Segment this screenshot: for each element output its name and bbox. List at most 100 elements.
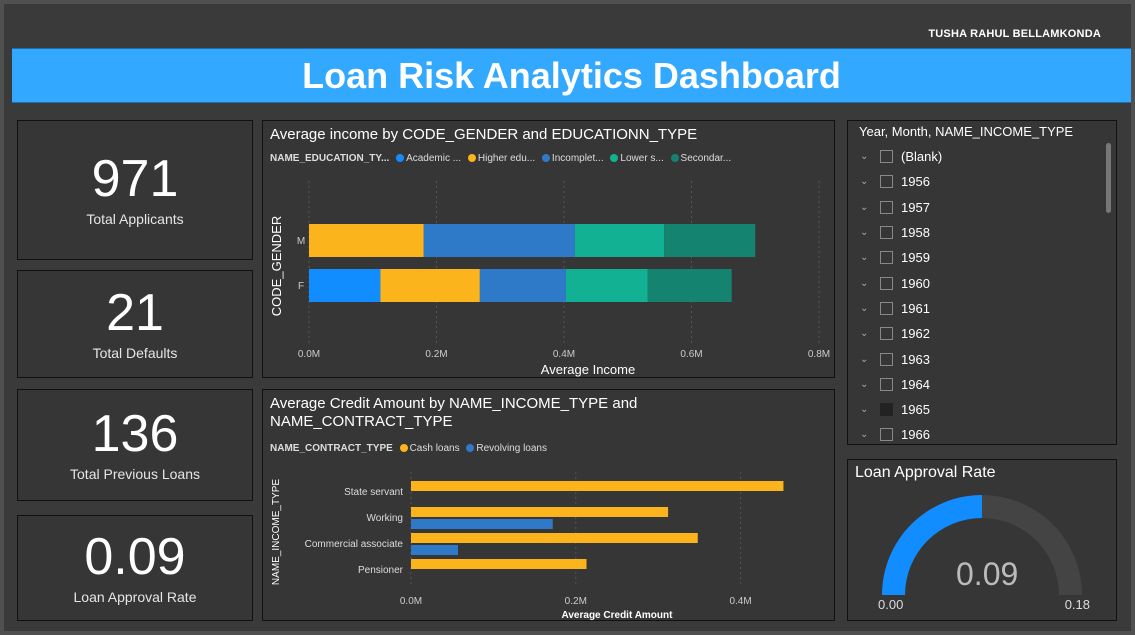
legend-title: NAME_CONTRACT_TYPE bbox=[270, 443, 393, 454]
legend-item[interactable]: Higher edu... bbox=[477, 153, 536, 164]
bar-segment bbox=[664, 224, 756, 257]
slicer-item[interactable]: ⌄ 1960 bbox=[860, 270, 1100, 295]
bar bbox=[411, 533, 698, 543]
gauge-fill bbox=[882, 495, 982, 595]
chevron-down-icon[interactable]: ⌄ bbox=[860, 176, 869, 188]
slicer-item[interactable]: ⌄ 1962 bbox=[860, 321, 1100, 346]
checkbox[interactable] bbox=[880, 150, 893, 164]
kpi-card-total-defaults[interactable]: 21 Total Defaults bbox=[17, 270, 253, 378]
chevron-down-icon[interactable]: ⌄ bbox=[860, 429, 869, 441]
x-axis-label: Average Credit Amount bbox=[562, 610, 674, 621]
legend-dot bbox=[467, 154, 476, 162]
chevron-down-icon[interactable]: ⌄ bbox=[860, 201, 869, 213]
chevron-down-icon[interactable]: ⌄ bbox=[860, 378, 869, 390]
legend-item[interactable]: Lower s... bbox=[620, 153, 664, 164]
y-tick-label: F bbox=[298, 281, 304, 292]
kpi-card-total-applicants[interactable]: 971 Total Applicants bbox=[17, 120, 253, 260]
legend-dot bbox=[399, 444, 408, 452]
x-tick-label: 0.8M bbox=[808, 349, 830, 360]
chevron-down-icon[interactable]: ⌄ bbox=[860, 227, 869, 239]
legend-item[interactable]: Revolving loans bbox=[476, 443, 547, 454]
x-tick-label: 0.2M bbox=[565, 596, 587, 607]
y-axis-label: CODE_GENDER bbox=[269, 216, 284, 316]
kpi-label: Total Defaults bbox=[92, 345, 178, 361]
slicer-item[interactable]: ⌄ 1961 bbox=[860, 296, 1100, 321]
income-legend: NAME_EDUCATION_TY... Academic ... Higher… bbox=[270, 153, 731, 164]
slicer-item[interactable]: ⌄ 1966 bbox=[860, 422, 1100, 447]
legend-dot bbox=[670, 154, 679, 162]
chart-title-line1: Average Credit Amount by NAME_INCOME_TYP… bbox=[270, 395, 638, 412]
chevron-down-icon[interactable]: ⌄ bbox=[860, 277, 869, 289]
checkbox[interactable] bbox=[880, 403, 893, 417]
y-tick-label: State servant bbox=[344, 487, 403, 498]
gauge-value: 0.09 bbox=[956, 556, 1019, 592]
slicer-header: Year, Month, NAME_INCOME_TYPE bbox=[859, 124, 1074, 139]
slicer-item[interactable]: ⌄ 1959 bbox=[860, 245, 1100, 270]
income-chart-panel[interactable]: Average income by CODE_GENDER and EDUCAT… bbox=[262, 120, 835, 378]
slicer-scrollbar[interactable] bbox=[1106, 143, 1111, 213]
slicer-item[interactable]: ⌄ 1956 bbox=[860, 169, 1100, 194]
slicer-item[interactable]: ⌄ 1963 bbox=[860, 346, 1100, 371]
legend-item[interactable]: Incomplet... bbox=[551, 153, 604, 164]
checkbox[interactable] bbox=[880, 226, 893, 240]
credit-legend: NAME_CONTRACT_TYPE Cash loans Revolving … bbox=[270, 443, 547, 454]
slicer-item-label: 1962 bbox=[901, 326, 930, 342]
slicer-item[interactable]: ⌄ 1957 bbox=[860, 195, 1100, 220]
bar-segment bbox=[380, 269, 480, 302]
checkbox[interactable] bbox=[880, 301, 893, 315]
checkbox[interactable] bbox=[880, 276, 893, 290]
checkbox[interactable] bbox=[880, 251, 893, 265]
gauge-chart bbox=[882, 495, 1082, 595]
slicer-item[interactable]: ⌄ 1958 bbox=[860, 220, 1100, 245]
legend-item[interactable]: Academic ... bbox=[406, 153, 462, 164]
y-tick-label: Working bbox=[367, 513, 404, 524]
kpi-card-loan-approval-rate[interactable]: 0.09 Loan Approval Rate bbox=[17, 515, 253, 621]
kpi-card-total-previous-loans[interactable]: 136 Total Previous Loans bbox=[17, 389, 253, 501]
legend-item[interactable]: Cash loans bbox=[409, 443, 460, 454]
y-tick-label: Commercial associate bbox=[305, 539, 404, 550]
slicer-item-label: 1965 bbox=[901, 402, 930, 418]
checkbox[interactable] bbox=[880, 200, 893, 214]
chevron-down-icon[interactable]: ⌄ bbox=[860, 252, 869, 264]
slicer-item-label: (Blank) bbox=[901, 149, 943, 165]
y-tick-label: Pensioner bbox=[358, 565, 404, 576]
bar-segment bbox=[423, 224, 575, 257]
bar bbox=[411, 545, 458, 555]
credit-chart-panel[interactable]: Average Credit Amount by NAME_INCOME_TYP… bbox=[262, 389, 835, 621]
gauge-max-label: 0.18 bbox=[1064, 597, 1090, 612]
kpi-value: 136 bbox=[91, 405, 179, 463]
credit-chart: 0.0M 0.2M 0.4M Average Credit Amount NAME_IN… bbox=[271, 472, 784, 621]
chevron-down-icon[interactable]: ⌄ bbox=[860, 404, 869, 416]
slicer-item[interactable]: ⌄ (Blank) bbox=[860, 144, 1100, 169]
bar-segment bbox=[309, 224, 424, 257]
legend-item[interactable]: Secondar... bbox=[680, 153, 732, 164]
legend-dot bbox=[466, 444, 475, 452]
slicer-item-label: 1963 bbox=[901, 351, 930, 367]
chevron-down-icon[interactable]: ⌄ bbox=[860, 302, 869, 314]
checkbox[interactable] bbox=[880, 428, 893, 442]
kpi-label: Loan Approval Rate bbox=[73, 589, 197, 605]
slicer-item[interactable]: ⌄ 1965 bbox=[860, 397, 1100, 422]
slicer-item-label: 1958 bbox=[901, 225, 930, 241]
kpi-value: 0.09 bbox=[84, 528, 186, 586]
bar-segment bbox=[565, 269, 648, 302]
x-tick-label: 0.4M bbox=[553, 349, 575, 360]
chevron-down-icon[interactable]: ⌄ bbox=[860, 353, 869, 365]
checkbox[interactable] bbox=[880, 377, 893, 391]
chart-title-line2: NAME_CONTRACT_TYPE bbox=[270, 413, 453, 430]
x-tick-label: 0.0M bbox=[400, 596, 422, 607]
checkbox[interactable] bbox=[880, 327, 893, 341]
kpi-label: Total Previous Loans bbox=[70, 466, 200, 482]
year-slicer[interactable]: Year, Month, NAME_INCOME_TYPE ⌄ (Blank) ⌄ 1… bbox=[847, 120, 1117, 445]
checkbox[interactable] bbox=[880, 175, 893, 189]
chevron-down-icon[interactable]: ⌄ bbox=[860, 328, 869, 340]
gauge-panel[interactable]: Loan Approval Rate 0.00 0.18 0.09 bbox=[847, 459, 1117, 621]
checkbox[interactable] bbox=[880, 352, 893, 366]
slicer-item[interactable]: ⌄ 1964 bbox=[860, 372, 1100, 397]
legend-title: NAME_EDUCATION_TY... bbox=[270, 153, 390, 164]
chevron-down-icon[interactable]: ⌄ bbox=[860, 151, 869, 163]
gauge-title: Loan Approval Rate bbox=[855, 464, 996, 481]
slicer-item-label: 1960 bbox=[901, 275, 930, 291]
slicer-item-label: 1966 bbox=[901, 427, 930, 443]
